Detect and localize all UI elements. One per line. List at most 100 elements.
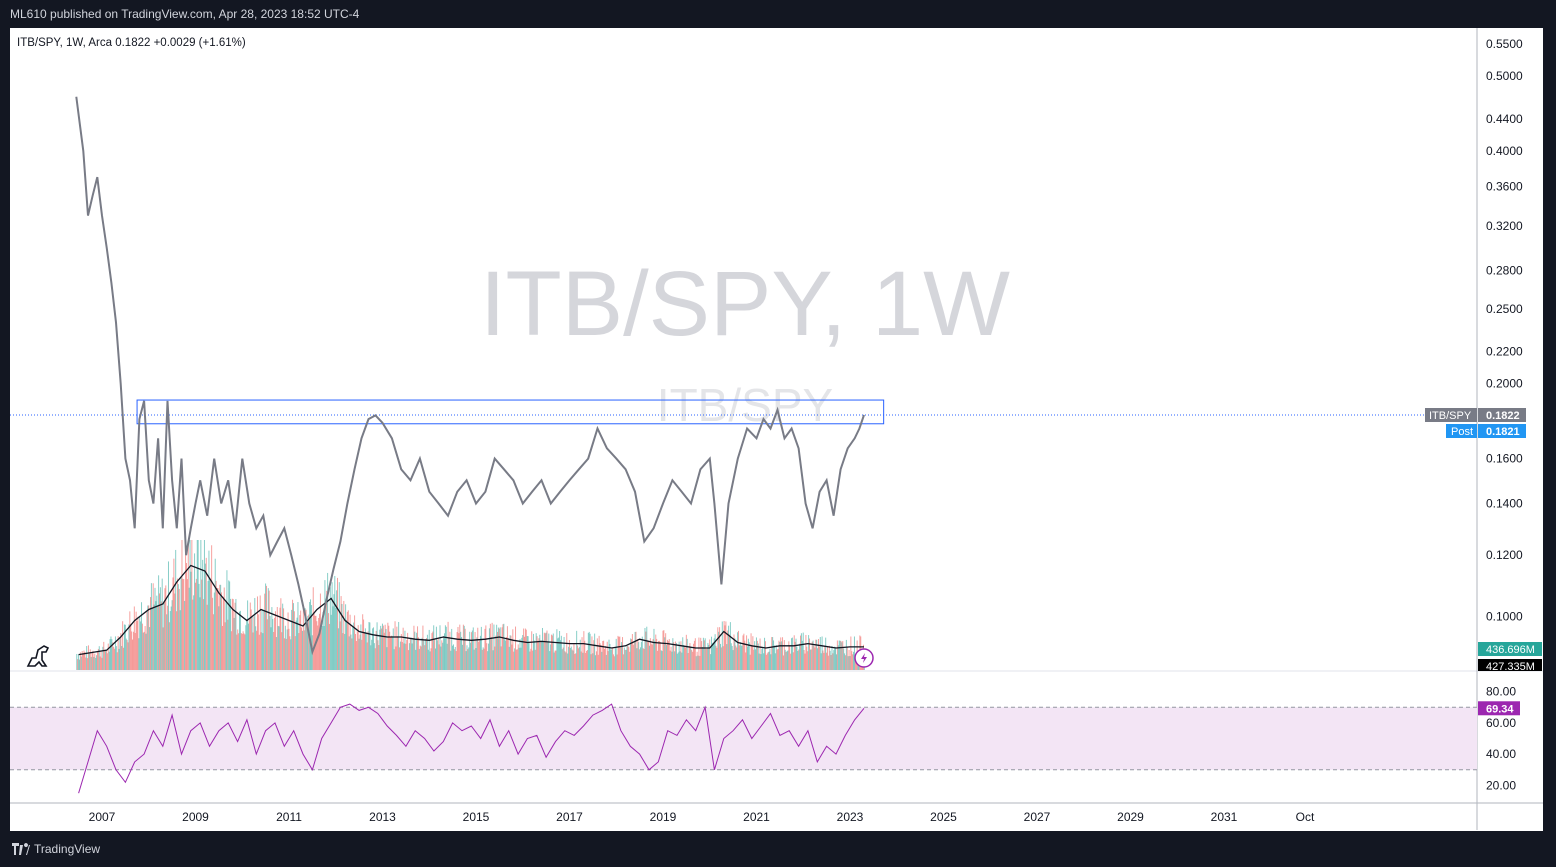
volume-bar	[412, 637, 414, 670]
volume-bar	[283, 608, 285, 670]
volume-bar	[258, 634, 260, 670]
volume-bar	[603, 640, 605, 670]
volume-bar	[167, 605, 169, 670]
volume-bar	[417, 637, 419, 670]
volume-bar	[739, 642, 741, 670]
price-axis-label: 0.4400	[1486, 112, 1523, 126]
tradingview-brand: TradingView	[34, 842, 101, 856]
volume-bar	[499, 627, 501, 670]
volume-bar	[287, 612, 289, 670]
volume-bar	[360, 624, 362, 670]
volume-bar	[295, 620, 297, 670]
volume-bar	[847, 656, 849, 670]
volume-bar	[850, 636, 852, 670]
volume-bar	[77, 659, 79, 670]
time-axis-label: 2009	[182, 810, 209, 824]
volume-bar	[757, 643, 759, 670]
volume-bar	[630, 639, 632, 670]
volume-bar	[724, 625, 726, 670]
volume-bar	[683, 645, 685, 670]
volume-bar	[557, 638, 559, 670]
volume-bar	[372, 627, 374, 670]
volume-bar	[184, 600, 186, 670]
volume-bar	[650, 643, 652, 670]
volume-bar	[522, 635, 524, 670]
volume-bar	[559, 640, 561, 670]
volume-bar	[541, 640, 543, 670]
volume-bar	[784, 649, 786, 670]
volume-bar	[177, 584, 179, 670]
volume-bar	[472, 627, 474, 670]
volume-bar	[404, 630, 406, 670]
volume-bar	[623, 647, 625, 670]
volume-bar	[192, 599, 194, 670]
volume-bar	[207, 580, 209, 670]
volume-bar	[569, 647, 571, 670]
volume-bar	[729, 622, 731, 670]
tradingview-logo[interactable]: TradingView	[12, 842, 100, 856]
volume-bar	[657, 650, 659, 670]
volume-bar	[140, 621, 142, 670]
volume-bar	[372, 628, 374, 670]
volume-bar	[550, 634, 552, 670]
volume-bar	[451, 628, 453, 670]
volume-bar	[402, 627, 404, 670]
volume-ma-line	[78, 564, 864, 656]
volume-bar	[845, 639, 847, 670]
price-axis-label: 0.2200	[1486, 345, 1523, 359]
volume-bar	[755, 637, 757, 670]
volume-bar	[328, 613, 330, 670]
volume-bar	[815, 639, 817, 670]
volume-bar	[109, 639, 111, 670]
volume-bar	[726, 644, 728, 670]
volume-bar	[278, 626, 280, 670]
volume-bar	[303, 630, 305, 670]
volume-bar	[512, 629, 514, 670]
volume-bar	[107, 643, 109, 670]
volume-bar	[373, 643, 375, 670]
volume-bar	[758, 653, 760, 670]
volume-bar	[288, 628, 290, 670]
volume-bar	[136, 620, 138, 670]
volume-bar	[172, 577, 174, 670]
volume-bar	[576, 630, 578, 670]
volume-bar	[503, 623, 505, 670]
volume-bar	[670, 646, 672, 670]
volume-bar	[312, 587, 314, 670]
volume-bar	[792, 652, 794, 670]
volume-bar	[462, 624, 464, 670]
volume-bar	[313, 612, 315, 670]
volume-bar	[284, 625, 286, 670]
volume-bar	[279, 607, 281, 670]
volume-bar	[479, 635, 481, 670]
volume-bar	[468, 647, 470, 670]
volume-bar	[171, 600, 173, 670]
volume-bar	[505, 640, 507, 670]
volume-bar	[553, 652, 555, 670]
volume-bar	[538, 638, 540, 670]
volume-bar	[320, 627, 322, 670]
volume-bar	[703, 640, 705, 670]
volume-bar	[583, 631, 585, 670]
dino-icon-shape	[26, 645, 50, 667]
volume-bar	[423, 640, 425, 670]
volume-bar	[214, 558, 216, 670]
volume-bar	[260, 632, 262, 670]
volume-bar	[605, 654, 607, 670]
volume-bar	[826, 652, 828, 670]
volume-bar	[367, 631, 369, 670]
volume-bar	[749, 654, 751, 670]
price-badge-text: 0.1822	[1486, 410, 1520, 422]
volume-bar	[265, 585, 267, 670]
volume-bar	[822, 650, 824, 670]
volume-bar	[760, 654, 762, 670]
volume-bar	[817, 639, 819, 670]
price-line	[75, 96, 865, 656]
volume-bar	[564, 651, 566, 670]
volume-bar	[674, 651, 676, 670]
volume-bar	[588, 631, 590, 670]
volume-bar	[197, 540, 199, 670]
volume-bar	[232, 599, 234, 670]
volume-bar	[517, 644, 519, 670]
